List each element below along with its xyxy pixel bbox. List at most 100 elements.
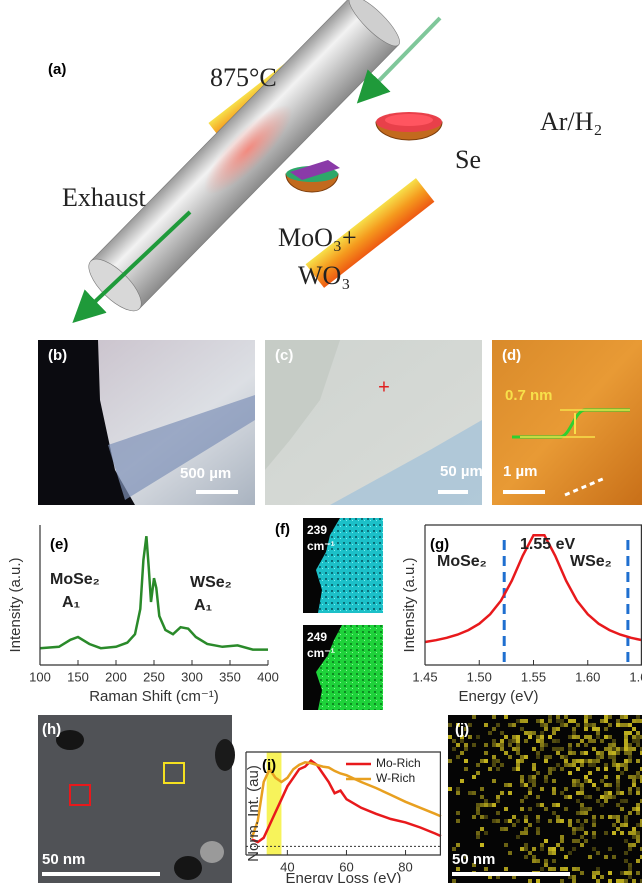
y-axis-label: Norm. Int. (au) (245, 765, 262, 862)
pixel (512, 815, 516, 819)
pixel (584, 839, 588, 843)
pixel (524, 795, 528, 799)
pixel (500, 743, 504, 747)
pixel (596, 867, 600, 871)
pixel (556, 763, 560, 767)
pixel (592, 783, 596, 787)
pixel (528, 851, 532, 855)
pixel (580, 827, 584, 831)
x-tick-label: 1.50 (467, 669, 492, 684)
pixel (456, 755, 460, 759)
pixel (524, 847, 528, 851)
pixel (596, 767, 600, 771)
pixel (584, 735, 588, 739)
panel-label: (e) (50, 536, 68, 553)
pixel (608, 847, 612, 851)
pixel (572, 763, 576, 767)
pixel (596, 799, 600, 803)
pixel (604, 719, 608, 723)
pixel (592, 763, 596, 767)
pixel (624, 759, 628, 763)
pixel (516, 767, 520, 771)
pixel (632, 739, 636, 743)
pixel (488, 731, 492, 735)
x-tick-label: 150 (67, 669, 89, 684)
pixel (576, 799, 580, 803)
map-label: cm⁻¹ (307, 539, 335, 553)
pixel (496, 743, 500, 747)
pixel (520, 775, 524, 779)
pixel (608, 783, 612, 787)
pixel (584, 831, 588, 835)
pixel (628, 787, 632, 791)
pixel (492, 727, 496, 731)
pixel (580, 835, 584, 839)
pixel (540, 743, 544, 747)
pixel (552, 851, 556, 855)
pixel (624, 859, 628, 863)
pixel (508, 739, 512, 743)
pixel (460, 751, 464, 755)
pixel (504, 827, 508, 831)
pixel (592, 747, 596, 751)
x-tick-label: 250 (143, 669, 165, 684)
annotation: MoSe₂ (50, 571, 100, 588)
pixel (596, 735, 600, 739)
pixel (540, 847, 544, 851)
y-axis-label: Intensity (a.u.) (401, 557, 418, 652)
pixel (552, 791, 556, 795)
pixel (580, 807, 584, 811)
pixel (532, 859, 536, 863)
pixel (628, 847, 632, 851)
pixel (504, 735, 508, 739)
exhaust-label: Exhaust (62, 183, 147, 212)
pixel (636, 719, 640, 723)
pixel (612, 763, 616, 767)
pixel (592, 815, 596, 819)
pixel (572, 731, 576, 735)
feature (174, 856, 202, 880)
pixel (580, 871, 584, 875)
pixel (536, 735, 540, 739)
pixel (616, 827, 620, 831)
pixel (476, 811, 480, 815)
pixel (496, 759, 500, 763)
pixel (532, 747, 536, 751)
pixel (508, 743, 512, 747)
pixel (516, 819, 520, 823)
pixel (604, 799, 608, 803)
pixel (456, 819, 460, 823)
figure: (a) 875°C Ar/H₂ Se Exhaust MoO₃+ WO₃ (b)… (0, 0, 642, 883)
pixel (456, 743, 460, 747)
map-label: 239 (307, 523, 327, 537)
pixel (580, 783, 584, 787)
pixel (596, 871, 600, 875)
pixel (520, 727, 524, 731)
pixel (572, 879, 576, 883)
pixel (472, 743, 476, 747)
pixel (564, 759, 568, 763)
pixel (492, 715, 496, 719)
annotation: WSe₂ (190, 574, 232, 591)
pixel (524, 739, 528, 743)
pixel (636, 803, 640, 807)
pixel (624, 747, 628, 751)
x-tick-label: 1.65 (629, 669, 642, 684)
pixel (540, 719, 544, 723)
pixel (544, 779, 548, 783)
pixel (576, 783, 580, 787)
pixel (528, 879, 532, 883)
pixel (516, 743, 520, 747)
pixel (524, 819, 528, 823)
pixel (500, 739, 504, 743)
pixel (600, 739, 604, 743)
pixel (532, 731, 536, 735)
pixel (496, 767, 500, 771)
x-axis-label: Energy Loss (eV) (286, 870, 402, 883)
panel-d: (d) 0.7 nm 1 µm (492, 340, 642, 505)
pixel (512, 747, 516, 751)
pixel (532, 775, 536, 779)
pixel (604, 763, 608, 767)
pixel (488, 803, 492, 807)
